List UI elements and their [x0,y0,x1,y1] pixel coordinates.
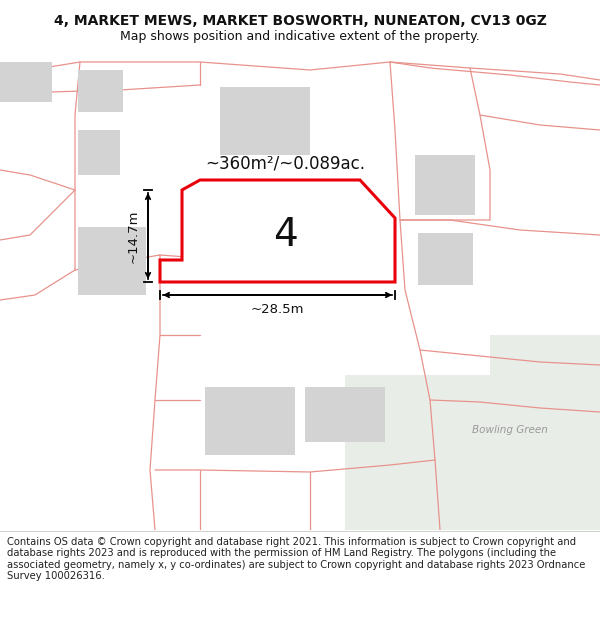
Bar [205,387,295,455]
Bar [220,87,310,155]
Bar [418,233,473,285]
Text: ~28.5m: ~28.5m [251,303,304,316]
Text: 4, MARKET MEWS, MARKET BOSWORTH, NUNEATON, CV13 0GZ: 4, MARKET MEWS, MARKET BOSWORTH, NUNEATO… [53,14,547,28]
Bar [78,70,123,112]
Bar [235,198,297,250]
Bar [415,155,475,215]
Bar [305,224,355,272]
Bar [0,62,52,102]
Bar [78,130,120,175]
Text: Contains OS data © Crown copyright and database right 2021. This information is : Contains OS data © Crown copyright and d… [7,537,586,581]
Bar [305,387,385,442]
Text: ~360m²/~0.089ac.: ~360m²/~0.089ac. [205,154,365,172]
Text: ~14.7m: ~14.7m [127,209,140,262]
Text: Map shows position and indicative extent of the property.: Map shows position and indicative extent… [120,30,480,43]
Bar [78,227,146,295]
Text: Bowling Green: Bowling Green [472,425,548,435]
Polygon shape [160,180,395,282]
Polygon shape [345,335,600,530]
Text: 4: 4 [272,216,298,254]
